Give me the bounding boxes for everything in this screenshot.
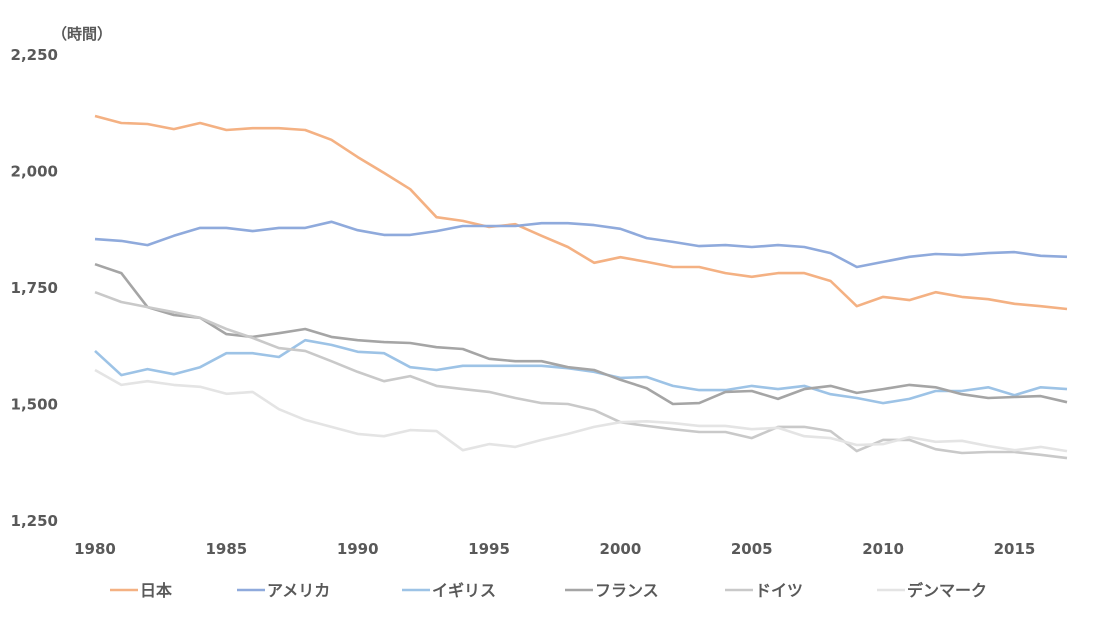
legend-label: イギリス: [432, 581, 496, 600]
x-tick-label: 2010: [862, 540, 904, 558]
legend-label: フランス: [595, 581, 659, 600]
legend-label: 日本: [140, 581, 172, 600]
series-line-1: [94, 220, 1068, 269]
legend-label: アメリカ: [267, 581, 330, 600]
x-tick-label: 1985: [205, 540, 247, 558]
x-tick-label: 2005: [731, 540, 773, 558]
x-tick-label: 2015: [994, 540, 1036, 558]
series-line-0: [94, 114, 1068, 311]
series-line-5: [94, 368, 1068, 453]
x-tick-label: 1980: [74, 540, 116, 558]
y-tick-label: 2,250: [11, 46, 58, 64]
x-tick-label: 1995: [468, 540, 510, 558]
legend-item: アメリカ: [237, 581, 330, 600]
series-line-2: [94, 338, 1068, 405]
x-tick-label: 1990: [337, 540, 379, 558]
legend-label: ドイツ: [755, 581, 803, 600]
y-tick-label: 1,500: [11, 396, 58, 414]
series-line-3: [94, 262, 1068, 406]
series-line-4: [94, 290, 1068, 460]
legend-item: フランス: [565, 581, 659, 600]
legend-item: 日本: [110, 581, 172, 600]
y-tick-label: 1,750: [11, 279, 58, 297]
y-tick-label: 2,000: [11, 163, 58, 181]
y-axis-unit-label: （時間）: [52, 25, 112, 43]
legend-item: ドイツ: [725, 581, 803, 600]
y-tick-label: 1,250: [11, 512, 58, 530]
legend-item: イギリス: [402, 581, 496, 600]
legend-label: デンマーク: [907, 581, 987, 600]
x-tick-label: 2000: [600, 540, 642, 558]
legend-item: デンマーク: [877, 581, 987, 600]
